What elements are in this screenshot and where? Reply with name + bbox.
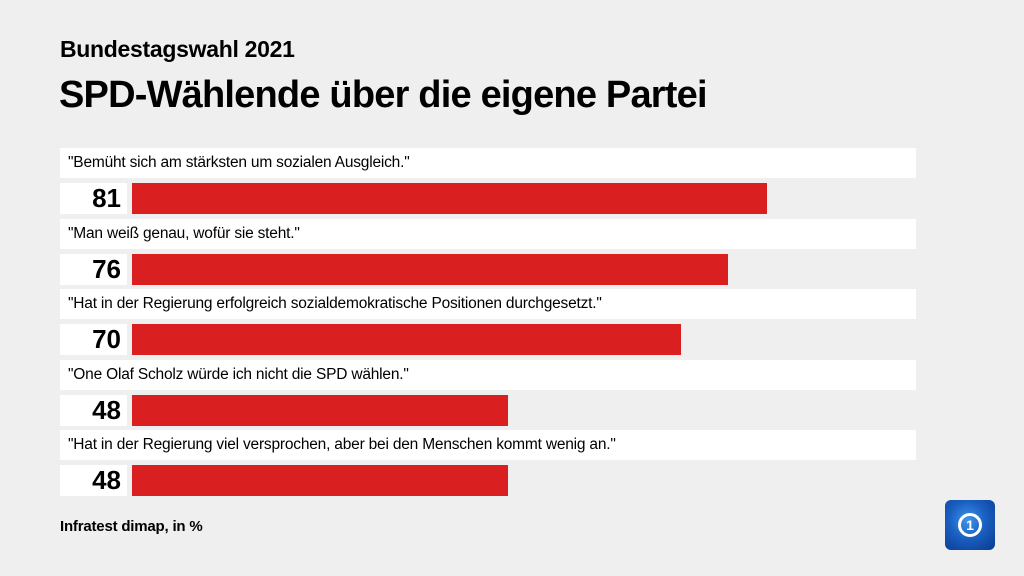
row-label: "Bemüht sich am stärksten um sozialen Au… [60, 148, 916, 178]
bar [132, 253, 728, 285]
chart-title: SPD-Wählende über die eigene Partei [59, 74, 708, 116]
bar [132, 394, 509, 426]
bar-chart: "Bemüht sich am stärksten um sozialen Au… [60, 148, 916, 501]
bar [132, 183, 768, 214]
row-value: 81 [60, 183, 127, 214]
row-value: 70 [60, 324, 127, 355]
row-label: "Hat in der Regierung erfolgreich sozial… [60, 289, 916, 319]
row-value: 48 [60, 394, 127, 426]
chart-row: "Hat in der Regierung erfolgreich sozial… [60, 289, 916, 360]
logo-ring-icon: 1 [958, 513, 982, 537]
bar [132, 324, 681, 355]
row-value: 76 [60, 253, 127, 285]
source-note: Infratest dimap, in % [60, 518, 203, 535]
logo-glyph: 1 [966, 517, 974, 533]
chart-row: "Man weiß genau, wofür sie steht." 76 [60, 218, 916, 290]
chart-row: "Hat in der Regierung viel versprochen, … [60, 430, 916, 501]
row-label: "One Olaf Scholz würde ich nicht die SPD… [60, 359, 916, 390]
row-label: "Hat in der Regierung viel versprochen, … [60, 430, 916, 460]
chart-supertitle: Bundestagswahl 2021 [60, 36, 295, 62]
row-value: 48 [60, 465, 127, 496]
chart-row: "One Olaf Scholz würde ich nicht die SPD… [60, 359, 916, 431]
tagesschau-logo-icon: 1 [945, 500, 995, 550]
chart-row: "Bemüht sich am stärksten um sozialen Au… [60, 148, 916, 219]
bar [132, 465, 509, 496]
row-label: "Man weiß genau, wofür sie steht." [60, 218, 916, 249]
